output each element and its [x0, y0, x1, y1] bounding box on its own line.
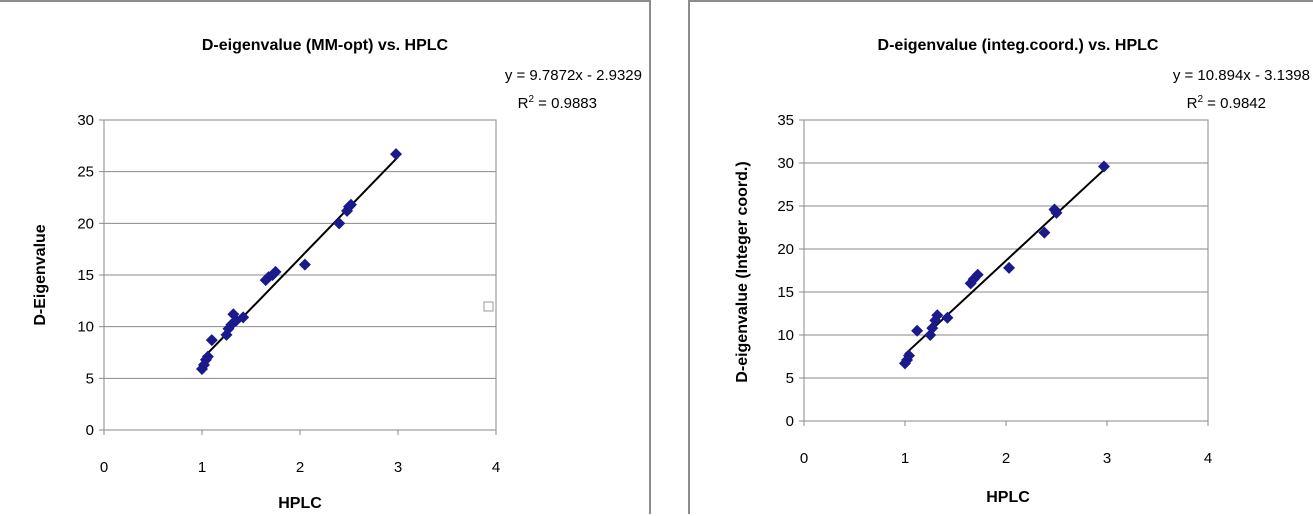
r-squared-label: R2 = 0.9883 [518, 94, 597, 112]
r-squared-label: R2 = 0.9842 [1187, 94, 1266, 112]
y-tick-label: 0 [86, 422, 94, 439]
trendline-equation: y = 9.7872x - 2.9329 [505, 67, 642, 84]
x-tick-label: 0 [800, 450, 808, 467]
y-axis-label: D-Eigenvalue [32, 224, 49, 325]
data-point-marker [903, 349, 916, 362]
x-tick-label: 0 [100, 459, 108, 476]
y-tick-label: 20 [77, 215, 94, 232]
plot-area [103, 119, 497, 431]
chart-panel-right: D-eigenvalue (integ.coord.) vs. HPLC y =… [688, 0, 1313, 514]
stray-marker [483, 301, 494, 312]
chart-title: D-eigenvalue (integ.coord.) vs. HPLC [878, 37, 1159, 54]
data-point-marker [205, 334, 218, 347]
x-tick-labels: 0 1 2 3 4 [100, 459, 500, 476]
y-tick-label: 0 [786, 413, 794, 430]
y-tick-label: 5 [786, 370, 794, 387]
y-tick-label: 5 [86, 370, 94, 387]
x-tick-label: 1 [901, 450, 909, 467]
y-tick-label: 25 [777, 198, 794, 215]
plot-area [803, 119, 1209, 422]
chart-title: D-eigenvalue (MM-opt) vs. HPLC [202, 37, 449, 54]
y-tick-label: 10 [777, 327, 794, 344]
data-point-marker [201, 350, 214, 363]
x-axis-label: HPLC [986, 489, 1030, 506]
data-point-marker [971, 268, 984, 281]
x-tick-label: 2 [296, 459, 304, 476]
x-tick-label: 4 [1204, 450, 1212, 467]
y-tick-label: 35 [777, 112, 794, 129]
data-point-marker [298, 258, 311, 271]
trendline [904, 166, 1108, 356]
x-tick-label: 2 [1002, 450, 1010, 467]
data-point-marker [1003, 261, 1016, 274]
x-tick-label: 4 [492, 459, 500, 476]
y-tick-label: 20 [777, 241, 794, 258]
y-tick-label: 15 [77, 267, 94, 284]
scatter-chart-integer-coord: D-eigenvalue (integ.coord.) vs. HPLC y =… [734, 37, 1310, 506]
data-point-marker [269, 265, 282, 278]
data-point-marker [931, 309, 944, 322]
y-tick-label: 30 [77, 112, 94, 129]
x-tick-label: 3 [1103, 450, 1111, 467]
data-points [196, 148, 403, 376]
y-tick-label: 10 [77, 319, 94, 336]
data-point-marker [390, 148, 403, 161]
gridlines [99, 119, 497, 435]
data-point-marker [926, 322, 939, 335]
data-point-marker [911, 324, 924, 337]
y-tick-label: 15 [777, 284, 794, 301]
gridlines [799, 119, 1209, 426]
data-point-marker [1097, 160, 1110, 173]
data-point-marker [901, 353, 914, 366]
chart-panel-left: D-eigenvalue (MM-opt) vs. HPLC y = 9.787… [0, 0, 651, 514]
scatter-chart-mm-opt: D-eigenvalue (MM-opt) vs. HPLC y = 9.787… [32, 37, 642, 512]
y-axis-label: D-eigenvalue (Integer coord.) [734, 161, 751, 382]
data-point-marker [333, 217, 346, 230]
data-points [899, 160, 1110, 370]
data-point-marker [237, 311, 250, 324]
x-tick-label: 3 [394, 459, 402, 476]
data-point-marker [1038, 226, 1051, 239]
data-point-marker [1050, 206, 1063, 219]
y-tick-labels: 0 5 10 15 20 25 30 [77, 112, 94, 439]
y-tick-labels: 0 5 10 15 20 25 30 35 [777, 112, 794, 430]
trendline-equation: y = 10.894x - 3.1398 [1173, 67, 1310, 84]
x-axis-label: HPLC [278, 495, 322, 512]
y-tick-label: 30 [777, 155, 794, 172]
y-tick-label: 25 [77, 164, 94, 181]
data-point-marker [344, 198, 357, 211]
x-tick-labels: 0 1 2 3 4 [800, 450, 1212, 467]
data-point-marker [941, 311, 954, 324]
x-tick-label: 1 [198, 459, 206, 476]
data-point-marker [964, 277, 977, 290]
